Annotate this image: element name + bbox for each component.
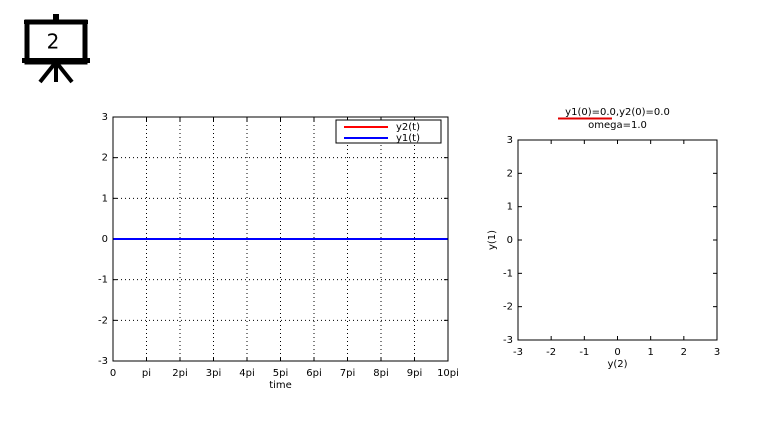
y-tick-label: 1 [507,202,513,213]
y-tick-label: -2 [98,315,108,326]
y-tick-label: 3 [102,112,108,123]
x-tick-label: -2 [546,347,556,358]
x-tick-label: 8pi [373,368,389,379]
plot-frame [112,116,449,362]
x-axis-label: y(2) [607,359,627,370]
x-tick-label: 10pi [437,368,459,379]
y-tick-label: -3 [98,356,108,367]
x-tick-label: 2pi [172,368,188,379]
y-tick-label: -3 [503,335,513,346]
y-tick-label: -2 [503,302,513,313]
x-tick-label: 3pi [206,368,222,379]
chart-subtitle: omega=1.0 [588,120,647,131]
x-tick-label: 9pi [407,368,423,379]
chart-title: y1(0)=0.0,y2(0)=0.0 [565,107,670,118]
icon-label: 2 [47,30,60,54]
x-tick-label: 6pi [306,368,322,379]
y-tick-label: 2 [507,168,513,179]
x-tick-label: 7pi [340,368,356,379]
presentation-icon: 2 [22,14,90,84]
x-tick-label: 4pi [239,368,255,379]
y-tick-label: -1 [98,275,108,286]
x-tick-label: 1 [647,347,653,358]
y-tick-label: 2 [102,153,108,164]
x-tick-label: pi [142,368,151,379]
x-axis-label: time [269,380,292,391]
legend-label: y1(t) [396,133,420,144]
x-tick-label: -1 [579,347,589,358]
x-tick-label: 5pi [273,368,289,379]
y-tick-label: 0 [102,234,108,245]
plot-frame [517,139,718,341]
x-tick-label: 2 [681,347,687,358]
y-tick-label: 1 [102,193,108,204]
legend-label: y2(t) [396,122,420,133]
legend-box [335,119,442,144]
x-tick-label: 0 [110,368,116,379]
y-tick-label: 3 [507,135,513,146]
x-tick-label: 3 [714,347,720,358]
y-axis-label: y(1) [487,230,498,250]
x-tick-label: -3 [513,347,523,358]
x-tick-label: 0 [614,347,620,358]
y-tick-label: 0 [507,235,513,246]
y-tick-label: -1 [503,268,513,279]
